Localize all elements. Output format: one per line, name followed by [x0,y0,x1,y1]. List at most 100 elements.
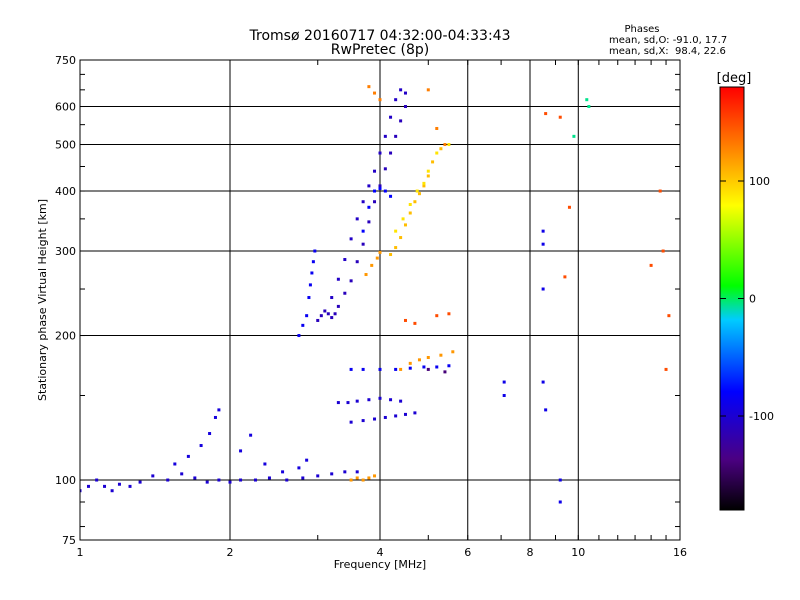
echo-point [394,367,398,371]
echo-point [316,474,320,478]
echo-point [667,314,671,318]
echo-point [205,480,209,484]
echo-point [426,355,430,359]
echo-point [180,472,184,476]
echo-point [378,186,382,190]
echo-point [415,189,419,193]
echo-point [367,398,371,402]
echo-point [308,283,312,287]
echo-point [664,367,668,371]
echo-point [408,361,412,365]
echo-point [361,419,365,423]
echo-point [541,242,545,246]
echo-point [447,312,451,316]
echo-point [413,411,417,415]
echo-point [301,323,305,327]
echo-point [389,115,393,119]
echo-point [378,250,382,254]
echo-point [355,217,359,221]
echo-point [349,420,353,424]
echo-point [349,478,353,482]
echo-point [336,304,340,308]
echo-point [567,205,571,209]
chart-subtitle: RwPretec (8p) [331,42,429,58]
x-tick-label: 2 [227,546,234,559]
echo-point [80,489,82,493]
echo-point [389,194,393,198]
echo-point [378,151,382,155]
echo-point [301,476,305,480]
echo-point [333,312,337,316]
echo-point [422,184,426,188]
echo-point [389,151,393,155]
plot-frame [79,59,681,541]
echo-point [213,415,217,419]
y-tick-label: 600 [55,101,76,114]
x-tick-label: 6 [464,546,471,559]
echo-point [378,396,382,400]
echo-point [443,143,447,147]
echo-point [417,192,421,196]
echo-point [502,380,506,384]
echo-point [307,296,311,300]
x-axis-label: Frequency [MHz] [334,558,426,571]
echo-point [558,500,562,504]
echo-point [110,489,114,493]
echo-point [305,314,309,318]
y-tick-label: 750 [55,54,76,67]
echo-point [186,454,190,458]
echo-point [413,200,417,204]
echo-point [95,478,99,482]
echo-point [373,169,377,173]
echo-point [193,476,197,480]
stats-o-line: mean, sd,O: -91.0, 17.7 [609,35,727,46]
y-tick-label: 300 [55,245,76,258]
echo-point [370,263,374,267]
echo-point [297,334,301,338]
echo-points [80,85,671,504]
echo-point [403,91,407,95]
echo-point [431,160,435,164]
stats-heading: Phases [624,24,659,35]
echo-point [649,263,653,267]
echo-point [173,462,177,466]
echo-point [389,398,393,402]
echo-point [373,189,377,193]
echo-point [426,169,430,173]
echo-point [408,211,412,215]
echo-point [310,271,314,275]
echo-point [281,470,285,474]
echo-point [544,112,548,116]
colorbar-tick-label: 0 [749,293,756,306]
echo-point [435,151,439,155]
echo-point [138,480,142,484]
echo-point [343,470,347,474]
echo-point [330,296,334,300]
echo-point [383,134,387,138]
echo-point [541,380,545,384]
echo-point [355,260,359,264]
echo-point [383,415,387,419]
echo-point [349,367,353,371]
echo-point [451,350,455,354]
plot-grid [80,60,680,540]
echo-point [403,412,407,416]
echo-point [343,258,347,262]
echo-point [330,316,334,320]
echo-point [394,414,398,418]
echo-point [367,476,371,480]
echo-point [389,253,393,257]
echo-point [502,394,506,398]
echo-point [319,314,323,318]
echo-point [217,478,221,482]
echo-point [447,364,451,368]
echo-point [661,249,665,253]
echo-point [426,367,430,371]
echo-point [228,480,232,484]
echo-point [563,275,567,279]
echo-point [383,189,387,193]
echo-point [199,444,203,448]
echo-point [399,367,403,371]
echo-point [378,367,382,371]
echo-point [349,237,353,241]
